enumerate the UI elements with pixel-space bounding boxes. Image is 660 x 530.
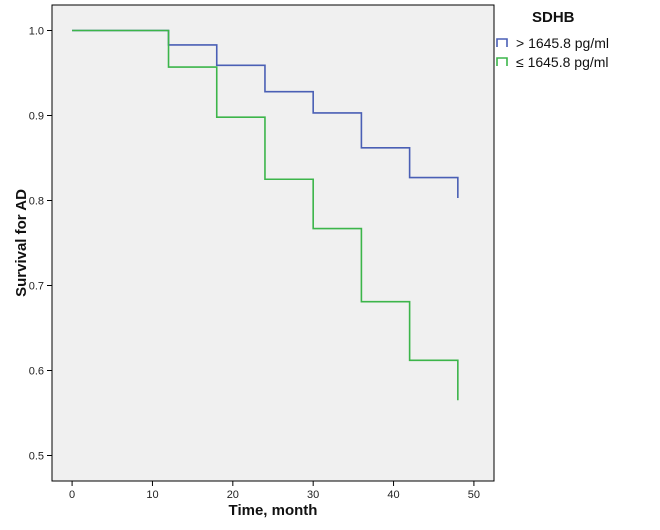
legend-marker-1 <box>496 57 508 66</box>
x-axis: 0 10 20 30 40 50 <box>69 481 480 501</box>
series-line-0 <box>72 29 459 198</box>
x-tick-label: 10 <box>146 489 158 501</box>
legend-title: SDHB <box>532 9 575 26</box>
legend-marker-0 <box>496 38 508 47</box>
x-axis-title: Time, month <box>229 502 318 519</box>
x-tick-label: 20 <box>227 489 239 501</box>
y-tick-label: 0.7 <box>29 281 44 293</box>
x-tick-label: 30 <box>307 489 319 501</box>
series-layer <box>72 29 459 401</box>
x-tick-label: 0 <box>69 489 75 501</box>
legend: SDHB > 1645.8 pg/ml ≤ 1645.8 pg/ml <box>496 9 609 70</box>
y-axis: 0.5 0.6 0.7 0.8 0.9 1.0 <box>29 26 52 463</box>
x-tick-label: 50 <box>468 489 480 501</box>
y-tick-label: 0.8 <box>29 196 44 208</box>
series-line-1 <box>72 29 459 401</box>
y-tick-label: 0.6 <box>29 366 44 378</box>
y-tick-label: 1.0 <box>29 26 44 38</box>
legend-label-0: > 1645.8 pg/ml <box>516 35 609 51</box>
legend-label-1: ≤ 1645.8 pg/ml <box>516 54 609 70</box>
y-tick-label: 0.5 <box>29 451 44 463</box>
y-axis-title: Survival for AD <box>13 189 30 297</box>
plot-area <box>51 4 495 482</box>
y-tick-label: 0.9 <box>29 111 44 123</box>
x-tick-label: 40 <box>387 489 399 501</box>
